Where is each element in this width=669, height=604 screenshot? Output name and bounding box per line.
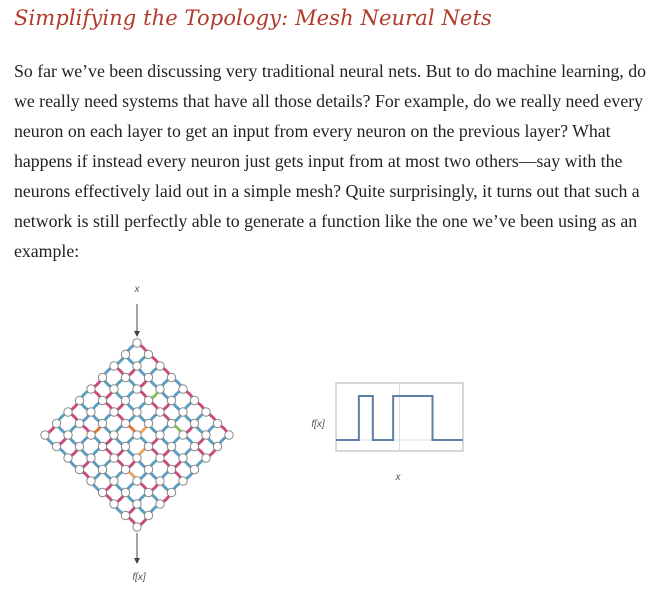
mesh-node bbox=[166, 487, 177, 498]
mesh-node bbox=[224, 430, 234, 440]
mesh-node bbox=[97, 372, 108, 383]
mesh-node bbox=[143, 441, 154, 452]
mesh-node bbox=[120, 487, 131, 498]
mesh-output-label: f[x] bbox=[132, 572, 146, 583]
mesh-node bbox=[201, 430, 211, 440]
mesh-node bbox=[63, 430, 73, 440]
mesh-node bbox=[178, 384, 188, 394]
mesh-node bbox=[178, 407, 188, 417]
mesh-node bbox=[178, 430, 188, 440]
function-plot: f[x] x bbox=[311, 382, 464, 483]
mesh-node bbox=[143, 418, 154, 429]
mesh-node bbox=[74, 395, 85, 406]
mesh-node bbox=[109, 476, 119, 486]
mesh-node bbox=[132, 384, 142, 394]
mesh-node bbox=[51, 441, 62, 452]
mesh-node bbox=[155, 499, 165, 509]
mesh-node bbox=[212, 418, 223, 429]
mesh-node bbox=[143, 487, 154, 498]
mesh-node bbox=[155, 407, 165, 417]
mesh-node bbox=[178, 453, 188, 463]
mesh-node bbox=[143, 510, 154, 521]
mesh-node bbox=[189, 464, 200, 475]
mesh-node bbox=[120, 372, 131, 383]
mesh-node bbox=[178, 476, 188, 486]
mesh-node bbox=[166, 372, 177, 383]
mesh-node bbox=[74, 441, 85, 452]
mesh-node bbox=[189, 418, 200, 429]
mesh-node bbox=[155, 384, 165, 394]
mesh-node bbox=[132, 453, 142, 463]
mesh-node bbox=[155, 453, 165, 463]
mesh-node bbox=[120, 349, 131, 360]
mesh-node bbox=[166, 395, 177, 406]
mesh-node bbox=[132, 522, 142, 532]
mesh-node bbox=[201, 407, 211, 417]
mesh-node bbox=[40, 430, 50, 440]
mesh-node bbox=[109, 407, 119, 417]
mesh-node bbox=[74, 464, 85, 475]
plot-x-axis-label: x bbox=[395, 472, 402, 483]
mesh-node bbox=[109, 430, 119, 440]
mesh-node bbox=[143, 372, 154, 383]
mesh-node bbox=[155, 430, 165, 440]
mesh-node bbox=[120, 418, 131, 429]
plot-y-axis-label: f[x] bbox=[311, 419, 325, 430]
mesh-node bbox=[132, 338, 142, 348]
mesh-node bbox=[155, 361, 165, 371]
mesh-node bbox=[109, 361, 119, 371]
mesh-node bbox=[63, 453, 73, 463]
mesh-node bbox=[189, 395, 200, 406]
mesh-node bbox=[97, 418, 108, 429]
mesh-node bbox=[109, 384, 119, 394]
mesh-node bbox=[189, 441, 200, 452]
mesh-node bbox=[86, 476, 96, 486]
mesh-node bbox=[143, 349, 154, 360]
mesh-node bbox=[97, 395, 108, 406]
mesh-network-diagram: x f[x] bbox=[40, 284, 234, 583]
mesh-node bbox=[109, 453, 119, 463]
mesh-nodes bbox=[40, 338, 234, 532]
section-heading: Simplifying the Topology: Mesh Neural Ne… bbox=[14, 6, 492, 30]
mesh-node bbox=[132, 407, 142, 417]
plot-series-line bbox=[336, 395, 463, 441]
mesh-node bbox=[120, 441, 131, 452]
mesh-node bbox=[132, 476, 142, 486]
mesh-node bbox=[86, 430, 96, 440]
mesh-output-arrowhead bbox=[134, 558, 140, 564]
mesh-node bbox=[120, 464, 131, 475]
mesh-node bbox=[51, 418, 62, 429]
mesh-node bbox=[166, 464, 177, 475]
body-paragraph: So far we’ve been discussing very tradit… bbox=[14, 61, 647, 261]
mesh-node bbox=[109, 499, 119, 509]
mesh-node bbox=[166, 418, 177, 429]
mesh-node bbox=[63, 407, 73, 417]
mesh-node bbox=[120, 510, 131, 521]
mesh-node bbox=[155, 476, 165, 486]
mesh-node bbox=[86, 384, 96, 394]
mesh-node bbox=[86, 453, 96, 463]
mesh-input-arrowhead bbox=[134, 331, 140, 337]
mesh-node bbox=[143, 395, 154, 406]
mesh-node bbox=[212, 441, 223, 452]
mesh-node bbox=[132, 499, 142, 509]
mesh-node bbox=[166, 441, 177, 452]
mesh-node bbox=[86, 407, 96, 417]
mesh-node bbox=[201, 453, 211, 463]
mesh-input-label: x bbox=[134, 284, 141, 295]
mesh-node bbox=[97, 487, 108, 498]
mesh-node bbox=[74, 418, 85, 429]
mesh-node bbox=[97, 441, 108, 452]
mesh-node bbox=[132, 430, 142, 440]
mesh-node bbox=[120, 395, 131, 406]
mesh-node bbox=[143, 464, 154, 475]
mesh-node bbox=[132, 361, 142, 371]
mesh-node bbox=[97, 464, 108, 475]
